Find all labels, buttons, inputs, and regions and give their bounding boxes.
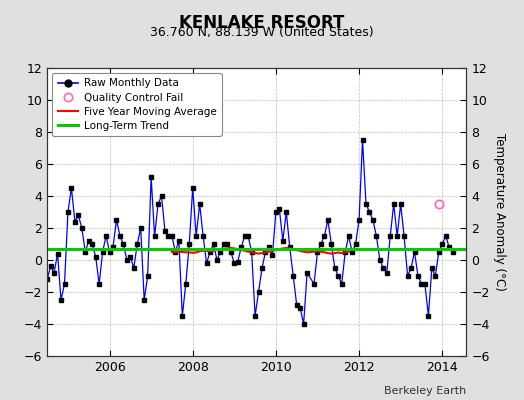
Y-axis label: Temperature Anomaly (°C): Temperature Anomaly (°C) xyxy=(493,133,506,291)
Text: 36.760 N, 88.139 W (United States): 36.760 N, 88.139 W (United States) xyxy=(150,26,374,39)
Text: KENLAKE RESORT: KENLAKE RESORT xyxy=(179,14,345,32)
Legend: Raw Monthly Data, Quality Control Fail, Five Year Moving Average, Long-Term Tren: Raw Monthly Data, Quality Control Fail, … xyxy=(52,73,222,136)
Text: Berkeley Earth: Berkeley Earth xyxy=(384,386,466,396)
